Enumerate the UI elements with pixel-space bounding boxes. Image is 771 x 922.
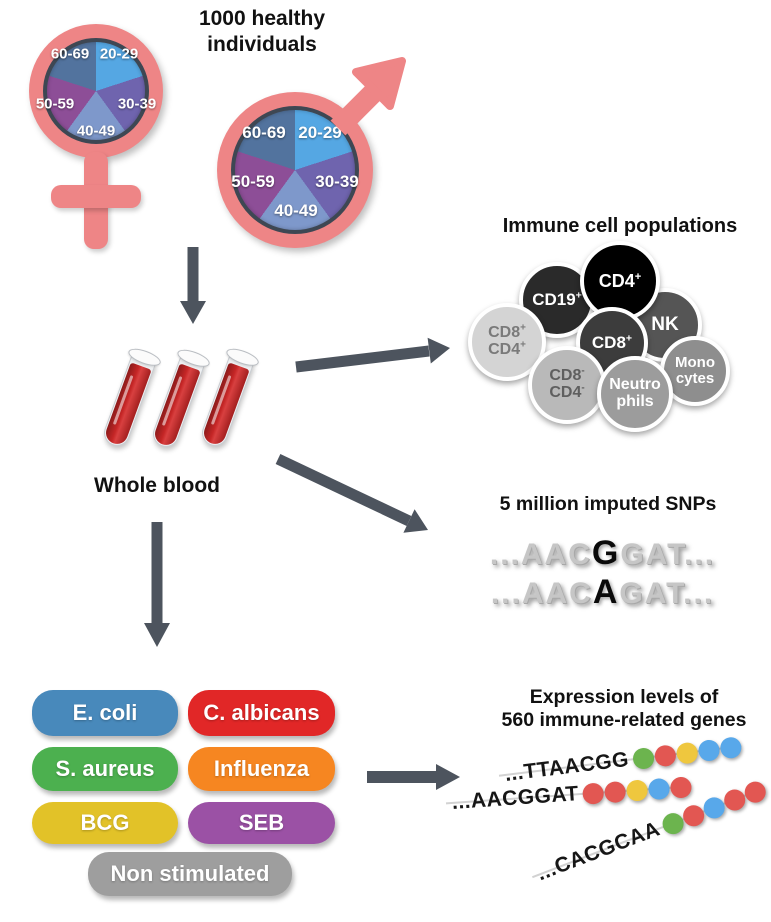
arrow-blood-to-snps-head — [403, 509, 428, 533]
expression-dot-red — [653, 743, 677, 768]
blood-tube-icon — [149, 346, 212, 451]
immune-cell-label: CD4- — [549, 382, 585, 401]
expression-dot-yellow — [675, 740, 699, 765]
age-group-label: 40-49 — [274, 201, 318, 220]
cohort-title: 1000 healthy individuals — [176, 6, 348, 59]
age-group-label: 30-39 — [117, 95, 157, 113]
immune-cell-label: CD19+ — [532, 289, 582, 310]
age-group-label: 20-29 — [99, 45, 139, 63]
expression-title-line1: Expression levels of — [529, 686, 719, 708]
strand-sequence-text: ...CACGCAA — [533, 817, 664, 886]
immune-cell-label: CD8+ — [591, 332, 633, 353]
arrow-blood-to-snps — [275, 454, 412, 526]
arrow-stimuli-to-expression-head — [436, 764, 460, 790]
age-group-label: 20-29 — [298, 123, 342, 142]
arrow-blood-to-immune — [295, 345, 430, 373]
immune-cell-label: CD8+ — [488, 322, 526, 342]
immune-cell-label: NK — [651, 314, 679, 336]
snp-sequence-suffix: GAT... — [619, 577, 715, 610]
female-age-pie-chart — [43, 38, 149, 144]
expression-dot-red — [582, 781, 605, 805]
immune-cell-label: phils — [616, 393, 654, 410]
cohort-title-line2: individuals — [207, 33, 317, 57]
strand-sequence-text: ...AACGGAT — [451, 782, 580, 814]
arrow-blood-to-stimuli-head — [144, 623, 170, 647]
expression-title: Expression levels of 560 immune-related … — [474, 686, 771, 733]
tube-blood — [151, 363, 201, 448]
age-group-label: 30-39 — [315, 172, 359, 191]
snp-sequence-prefix: ...AAC — [490, 577, 593, 610]
immune-cell-label: Mono — [675, 354, 715, 372]
tube-blood — [102, 362, 152, 447]
age-group-label: 60-69 — [50, 45, 90, 63]
expression-title-line2: 560 immune-related genes — [501, 709, 747, 732]
immune-cell-cd8-neg-cd4-neg: CD8- CD4- — [528, 346, 606, 424]
stimulus-pill-influenza: Influenza — [188, 747, 335, 791]
age-group-label: 50-59 — [35, 95, 75, 113]
whole-blood-label: Whole blood — [94, 474, 220, 497]
immune-cell-label: Neutro — [609, 376, 661, 394]
age-group-label: 40-49 — [76, 122, 116, 140]
snp-sequence: ...AACAGAT... — [430, 573, 771, 612]
age-group-label: 50-59 — [231, 172, 275, 191]
expression-dot-red — [669, 775, 693, 799]
snp-sequence-suffix: GAT... — [620, 538, 716, 571]
immune-populations-title: Immune cell populations — [502, 215, 738, 237]
stimulus-pill-bcg: BCG — [32, 802, 178, 844]
stimulus-pill-seb: SEB — [188, 802, 335, 844]
expression-dot-green — [631, 746, 655, 770]
arrow-cohort-to-blood-head — [180, 301, 206, 324]
immune-cell-label: cytes — [675, 370, 715, 387]
expression-dot-red — [604, 780, 627, 803]
immune-cell-label: CD4+ — [598, 270, 642, 291]
female-symbol-cross-bar — [51, 185, 141, 208]
age-group-label: 60-69 — [242, 123, 286, 142]
snp-variant-allele: G — [591, 534, 621, 572]
cohort-title-line1: 1000 healthy — [198, 7, 326, 30]
snp-variant-allele: A — [592, 573, 620, 611]
immune-cell-label: CD4+ — [488, 339, 526, 358]
stimulus-pill-c-albicans: C. albicans — [188, 690, 335, 736]
snp-sequence: ...AACGGAT... — [430, 534, 771, 573]
stimulus-pill-non-stimulated: Non stimulated — [88, 852, 292, 896]
blood-tube-icon — [100, 345, 163, 450]
stimulus-pill-s-aureus: S. aureus — [32, 747, 178, 791]
expression-dot-blue — [718, 735, 743, 760]
expression-dot-blue — [647, 777, 671, 800]
stimulus-pill-e-coli: E. coli — [32, 690, 178, 736]
expression-dot-blue — [697, 738, 721, 762]
arrow-blood-to-immune-head — [427, 337, 450, 364]
expression-dot-yellow — [625, 778, 649, 802]
immune-cell-monocytes: Mono cytes — [660, 336, 730, 406]
snps-title: 5 million imputed SNPs — [499, 493, 717, 515]
snp-sequence-prefix: ...AAC — [489, 538, 592, 571]
tube-blood — [200, 362, 250, 447]
male-symbol-arrow-head — [352, 57, 406, 110]
immune-cell-neutrophils: Neutro phils — [597, 356, 673, 432]
immune-cell-label: CD8- — [549, 365, 585, 385]
